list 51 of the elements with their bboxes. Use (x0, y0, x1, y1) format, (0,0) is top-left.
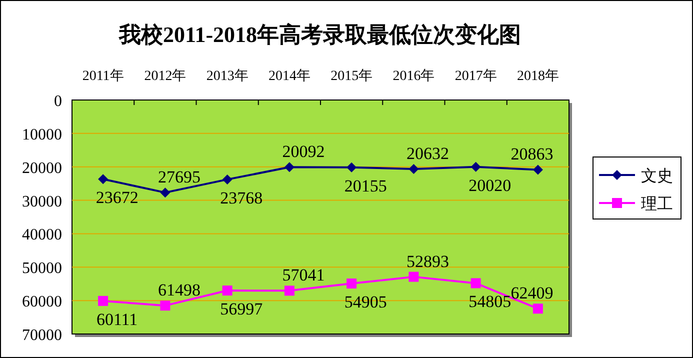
point (408, 272, 419, 282)
data-label: 54905 (344, 292, 387, 312)
y-tick-label: 40000 (22, 226, 62, 244)
point (346, 162, 357, 172)
point (160, 188, 170, 198)
point (346, 278, 357, 289)
data-label: 27695 (158, 168, 200, 187)
x-tick-label: 2012年 (144, 68, 186, 84)
chart-title: 我校2011-2018年高考录取最低位次变化图 (118, 22, 522, 47)
data-label: 23768 (220, 188, 263, 208)
y-tick-label: 60000 (22, 294, 62, 311)
y-tick-label: 10000 (22, 126, 62, 144)
data-label: 60111 (96, 310, 138, 329)
point (98, 174, 108, 184)
data-label: 62409 (510, 284, 554, 303)
point (222, 174, 232, 184)
data-label: 52893 (406, 252, 449, 271)
x-tick-label: 2014年 (268, 68, 310, 84)
point (284, 162, 294, 172)
x-tick-label: 2016年 (392, 68, 435, 84)
point (532, 304, 543, 314)
point (470, 278, 481, 288)
data-label: 56997 (220, 300, 264, 319)
point (532, 164, 543, 175)
data-label: 20632 (406, 144, 449, 163)
y-tick-label: 20000 (22, 160, 62, 177)
point (470, 162, 481, 172)
x-tick-label: 2017年 (454, 68, 497, 84)
data-label: 20863 (510, 144, 554, 164)
data-label: 20020 (468, 176, 512, 195)
point (284, 286, 294, 296)
y-tick-label: 0 (54, 93, 62, 110)
y-tick-label: 30000 (22, 193, 62, 210)
legend-label: 理工 (641, 196, 673, 213)
data-label: 54805 (468, 292, 512, 312)
data-label: 57041 (282, 266, 325, 285)
x-tick-label: 2015年 (330, 68, 373, 84)
x-tick-label: 2011年 (82, 68, 124, 84)
y-tick-label: 50000 (22, 260, 62, 278)
point (408, 164, 419, 174)
y-tick-label: 70000 (22, 327, 62, 344)
point (160, 300, 170, 311)
point (222, 286, 232, 296)
data-label: 20155 (344, 176, 387, 196)
data-label: 61498 (158, 280, 200, 300)
data-label: 23672 (96, 188, 138, 208)
x-tick-label: 2018年 (516, 68, 559, 84)
legend-label: 文史 (641, 167, 673, 185)
data-label: 20092 (282, 142, 325, 162)
x-tick-label: 2013年 (206, 68, 248, 84)
point (98, 296, 108, 306)
